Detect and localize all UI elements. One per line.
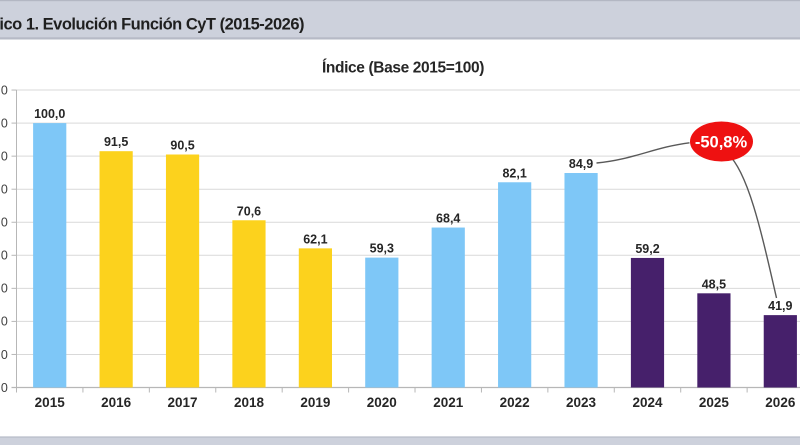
svg-text:,0: ,0 — [0, 315, 8, 329]
svg-text:2017: 2017 — [168, 395, 198, 410]
svg-text:2021: 2021 — [433, 395, 464, 410]
svg-text:2026: 2026 — [765, 395, 796, 410]
svg-text:2025: 2025 — [699, 395, 730, 410]
svg-text:,0: ,0 — [0, 183, 8, 197]
svg-text:ico 1. Evolución Función CyT (: ico 1. Evolución Función CyT (2015-2026) — [0, 16, 304, 34]
svg-text:2020: 2020 — [367, 395, 397, 410]
svg-text:,0: ,0 — [0, 83, 8, 97]
svg-text:48,5: 48,5 — [702, 277, 726, 291]
svg-text:Índice (Base 2015=100): Índice (Base 2015=100) — [322, 60, 484, 77]
svg-text:82,1: 82,1 — [502, 166, 526, 180]
svg-text:68,4: 68,4 — [436, 212, 460, 226]
svg-text:59,3: 59,3 — [370, 242, 394, 256]
svg-text:,0: ,0 — [0, 149, 8, 163]
svg-text:,0: ,0 — [0, 282, 8, 296]
svg-text:2022: 2022 — [500, 395, 530, 410]
svg-text:91,5: 91,5 — [104, 135, 128, 149]
svg-text:2018: 2018 — [234, 395, 265, 410]
svg-text:2023: 2023 — [566, 395, 597, 410]
svg-text:,0: ,0 — [0, 249, 8, 263]
svg-text:41,9: 41,9 — [768, 299, 792, 313]
svg-text:100,0: 100,0 — [34, 107, 65, 121]
svg-text:62,1: 62,1 — [303, 232, 327, 246]
svg-text:90,5: 90,5 — [170, 139, 194, 153]
svg-text:70,6: 70,6 — [237, 204, 261, 218]
svg-text:,0: ,0 — [0, 381, 8, 395]
svg-text:2015: 2015 — [35, 395, 66, 410]
svg-text:-50,8%: -50,8% — [695, 133, 748, 151]
svg-text:,0: ,0 — [0, 216, 8, 230]
svg-text:2024: 2024 — [632, 395, 663, 410]
svg-text:59,2: 59,2 — [635, 242, 659, 256]
svg-text:2016: 2016 — [101, 395, 132, 410]
svg-text:84,9: 84,9 — [569, 157, 593, 171]
svg-text:2019: 2019 — [300, 395, 330, 410]
svg-text:,0: ,0 — [0, 116, 8, 130]
svg-text:,0: ,0 — [0, 348, 8, 362]
